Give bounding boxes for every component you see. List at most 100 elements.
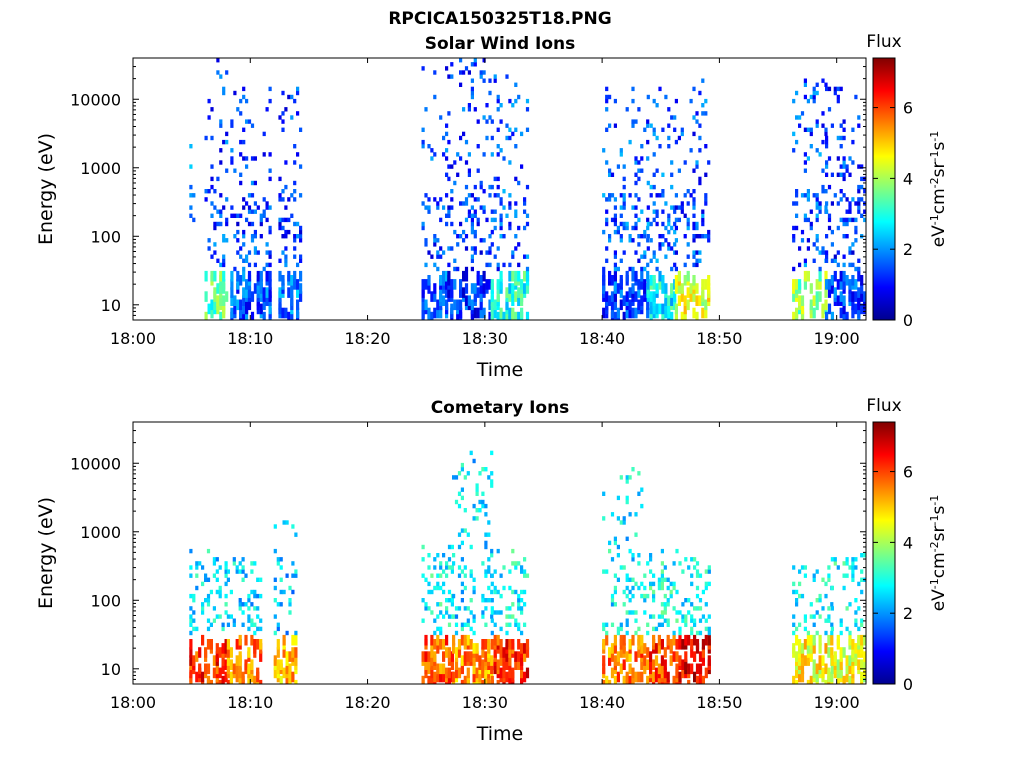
spectrogram-cell xyxy=(253,156,257,161)
spectrogram-cell xyxy=(634,512,638,517)
spectrogram-cell xyxy=(605,630,609,636)
spectrogram-cell xyxy=(692,275,696,286)
spectrogram-cell xyxy=(851,663,855,675)
spectrogram-cell xyxy=(625,573,629,578)
spectrogram-cell xyxy=(470,78,474,83)
spectrogram-cell xyxy=(276,557,280,562)
spectrogram-cell xyxy=(464,246,469,251)
spectrogram-cell xyxy=(245,299,249,311)
spectrogram-cell xyxy=(619,299,623,311)
spectrogram-cell xyxy=(657,577,661,582)
spectrogram-cell xyxy=(669,589,673,595)
spectrogram-cell xyxy=(646,299,650,311)
spectrogram-cell xyxy=(800,663,805,675)
spectrogram-cell xyxy=(467,193,471,198)
spectrogram-cell xyxy=(684,659,688,670)
spectrogram-cell xyxy=(430,291,434,302)
spectrogram-cell xyxy=(695,250,699,255)
spectrogram-cell xyxy=(649,258,653,263)
spectrogram-cell xyxy=(195,561,199,566)
x-tick-label: 18:20 xyxy=(345,329,391,348)
spectrogram-cell xyxy=(674,311,678,320)
spectrogram-cell xyxy=(680,311,684,320)
spectrogram-cell xyxy=(219,283,223,294)
spectrogram-cell xyxy=(851,127,855,132)
spectrogram-cell xyxy=(276,659,280,670)
spectrogram-cell xyxy=(273,655,277,666)
spectrogram-cell xyxy=(206,598,211,603)
spectrogram-cell xyxy=(482,307,486,319)
spectrogram-cell xyxy=(436,553,440,558)
spectrogram-cell xyxy=(496,94,500,100)
spectrogram-cell xyxy=(447,176,451,182)
spectrogram-cell xyxy=(469,610,473,615)
spectrogram-cell xyxy=(825,250,829,255)
spectrogram-cell xyxy=(236,270,240,282)
spectrogram-cell xyxy=(523,622,527,627)
spectrogram-cell xyxy=(259,221,263,227)
spectrogram-cell xyxy=(481,499,485,505)
spectrogram-cell xyxy=(189,205,193,210)
spectrogram-cell xyxy=(463,475,467,480)
spectrogram-cell xyxy=(845,626,849,632)
spectrogram-cell xyxy=(224,659,228,670)
spectrogram-cell xyxy=(684,622,688,627)
spectrogram-cell xyxy=(825,86,829,92)
spectrogram-cell xyxy=(436,643,440,654)
spectrogram-cell xyxy=(689,291,693,302)
spectrogram-cell xyxy=(798,569,802,574)
spectrogram-cell xyxy=(484,667,488,679)
spectrogram-cell xyxy=(792,131,796,137)
spectrogram-cell xyxy=(634,250,638,255)
spectrogram-cell xyxy=(464,66,469,71)
spectrogram-cell xyxy=(830,647,834,658)
spectrogram-cell xyxy=(654,643,659,654)
spectrogram-cell xyxy=(523,602,527,607)
spectrogram-cell xyxy=(239,307,243,319)
spectrogram-cell xyxy=(658,279,662,290)
spectrogram-cell xyxy=(281,225,285,231)
spectrogram-cell xyxy=(472,643,476,654)
spectrogram-cell xyxy=(284,254,288,259)
spectrogram-cell xyxy=(520,598,524,603)
spectrogram-cell xyxy=(206,593,211,599)
spectrogram-cell xyxy=(634,221,638,227)
spectrogram-cell xyxy=(857,647,861,658)
spectrogram-cell xyxy=(473,184,477,190)
spectrogram-cell xyxy=(634,532,638,537)
spectrogram-cell xyxy=(232,618,236,623)
spectrogram-cell xyxy=(436,238,440,243)
spectrogram-cell xyxy=(511,602,515,607)
spectrogram-cell xyxy=(421,127,425,132)
spectrogram-cell xyxy=(634,156,638,161)
spectrogram-cell xyxy=(433,307,437,319)
spectrogram-cell xyxy=(450,197,454,202)
spectrogram-cell xyxy=(693,606,697,611)
spectrogram-cell xyxy=(605,127,609,132)
spectrogram-cell xyxy=(447,164,451,169)
spectrogram-cell xyxy=(669,581,673,587)
spectrogram-cell xyxy=(619,258,623,263)
spectrogram-cell xyxy=(499,647,503,658)
spectrogram-cell xyxy=(863,209,866,214)
spectrogram-cell xyxy=(602,491,606,496)
spectrogram-cell xyxy=(299,238,303,243)
spectrogram-cell xyxy=(825,254,829,259)
spectrogram-cell xyxy=(230,270,234,282)
spectrogram-cell xyxy=(450,565,454,570)
spectrogram-cell xyxy=(472,618,476,623)
spectrogram-cell xyxy=(625,536,629,541)
spectrogram-cell xyxy=(294,655,298,666)
spectrogram-cell xyxy=(652,184,656,190)
spectrogram-cell xyxy=(842,254,846,259)
spectrogram-cell xyxy=(625,307,629,319)
spectrogram-cell xyxy=(460,589,464,595)
spectrogram-cell xyxy=(610,651,615,662)
spectrogram-cell xyxy=(637,647,641,658)
spectrogram-cell xyxy=(433,618,437,623)
spectrogram-cell xyxy=(290,193,294,198)
spectrogram-cell xyxy=(812,659,816,670)
spectrogram-cell xyxy=(273,577,277,582)
spectrogram-cell xyxy=(233,90,237,96)
spectrogram-cell xyxy=(815,197,819,202)
